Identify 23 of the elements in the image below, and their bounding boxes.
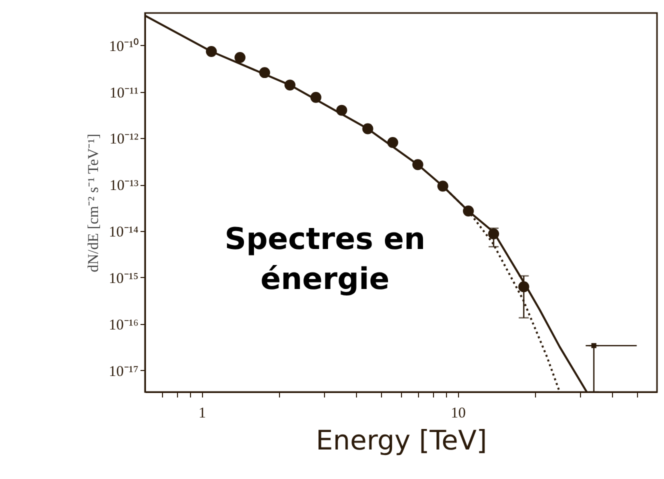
- y-tick-label: 10⁻¹⁷: [108, 364, 138, 380]
- point: [310, 92, 322, 103]
- point: [336, 104, 348, 116]
- y-tick-label: 10⁻¹⁴: [108, 224, 138, 241]
- x-axis-title: Energy [TeV]: [316, 426, 488, 456]
- point: [259, 67, 270, 78]
- point: [462, 206, 474, 216]
- y-tick-label: 10⁻¹¹: [110, 85, 138, 102]
- y-tick-label: 10⁻¹⁵: [108, 270, 138, 287]
- x-tick-label: 10: [450, 406, 466, 422]
- point: [437, 180, 448, 192]
- annotation: Spectres en énergie: [224, 222, 426, 297]
- point: [412, 159, 424, 170]
- point: [362, 123, 374, 134]
- x-tick-label: 1: [198, 406, 206, 422]
- y-tick-label: 10⁻¹⁰: [109, 38, 138, 55]
- point: [234, 52, 246, 63]
- point: [387, 137, 398, 148]
- y-tick-label: 10⁻¹²: [110, 132, 139, 148]
- y-tick-label: 10⁻¹³: [110, 178, 139, 194]
- y-tick-label: 10⁻¹⁶: [108, 317, 138, 334]
- y-axis-title: dN/dE [cm⁻² s⁻¹ TeV⁻¹]: [86, 134, 102, 272]
- point: [284, 80, 296, 91]
